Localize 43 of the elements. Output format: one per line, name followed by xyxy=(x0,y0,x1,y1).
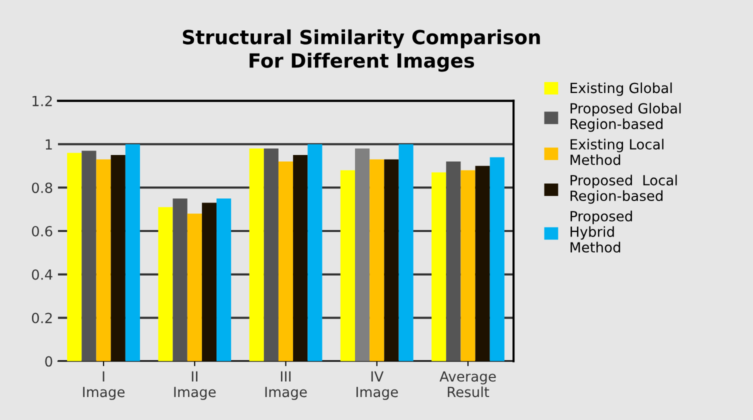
bar xyxy=(278,162,294,362)
bar xyxy=(432,172,446,362)
x-tick-label: III Image xyxy=(265,371,307,400)
y-tick-label: 0.2 xyxy=(32,312,52,324)
bar xyxy=(202,202,217,362)
bar xyxy=(460,170,476,362)
legend-label: Existing Local Method xyxy=(570,138,664,166)
bar xyxy=(308,144,322,362)
bar xyxy=(398,144,414,362)
bar xyxy=(216,198,232,362)
bar xyxy=(82,150,96,362)
legend-label: Existing Global xyxy=(570,82,672,96)
bar xyxy=(355,148,370,362)
x-tick-label: I Image xyxy=(83,371,125,400)
legend-label: Proposed Global Region-based xyxy=(570,102,681,132)
bar xyxy=(490,157,504,362)
bar xyxy=(384,159,399,362)
bar xyxy=(475,166,490,362)
y-tick-label: 0.4 xyxy=(32,269,52,280)
bar xyxy=(96,159,111,362)
bar xyxy=(187,214,202,362)
y-tick-label: 1.2 xyxy=(32,96,52,106)
bar xyxy=(370,159,384,362)
bar xyxy=(125,144,140,362)
x-tick-label: Average Result xyxy=(440,371,496,398)
legend-label: Proposed Local Region-based xyxy=(570,174,677,204)
bar xyxy=(249,148,264,362)
y-tick-label: 0.8 xyxy=(32,182,52,194)
bar xyxy=(110,155,126,362)
bar xyxy=(158,207,173,362)
x-tick-label: IV Image xyxy=(356,371,398,400)
x-tick-label: II Image xyxy=(174,371,216,400)
bar xyxy=(172,198,188,362)
legend-label: Proposed Hybrid Method xyxy=(570,210,632,253)
bar xyxy=(293,155,308,362)
y-tick-label: 0.6 xyxy=(32,226,52,236)
bar xyxy=(264,148,278,362)
chart-title: Structural Similarity Comparison For Different Images xyxy=(182,29,540,72)
y-tick-label: 1 xyxy=(46,139,52,150)
bar xyxy=(340,170,356,362)
y-tick-label: 0 xyxy=(45,356,52,367)
bar xyxy=(446,162,461,362)
bar xyxy=(67,152,82,362)
